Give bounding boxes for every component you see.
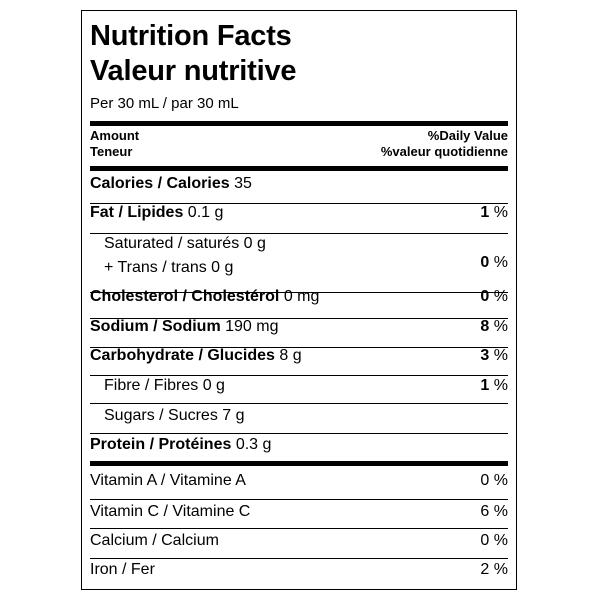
carbohydrate-percent-value: 3 xyxy=(480,347,490,364)
saturated-trans-percent-value: 0 xyxy=(480,254,490,271)
percent-sign: % xyxy=(493,318,508,335)
cholesterol-label: Cholesterol / Cholestérol xyxy=(90,288,280,305)
serving-size: Per 30 mL / par 30 mL xyxy=(90,95,239,112)
carbohydrate-row: Carbohydrate / Glucides 8 g xyxy=(90,347,508,365)
nutrition-facts-panel: Nutrition Facts Valeur nutritive Per 30 … xyxy=(81,10,517,590)
cholesterol-value: 0 mg xyxy=(283,288,320,305)
cholesterol-percent: 0 % xyxy=(480,288,508,306)
carbohydrate-percent: 3 % xyxy=(480,347,508,365)
calories-row: Calories / Calories 35 xyxy=(90,175,508,193)
calories-value: 35 xyxy=(234,175,252,192)
rule-thin xyxy=(90,558,508,559)
teneur-label: Teneur xyxy=(90,144,133,159)
daily-value-label: %Daily Value xyxy=(427,128,508,143)
vitamin-a-row: Vitamin A / Vitamine A xyxy=(90,472,508,490)
rule-thin xyxy=(90,528,508,529)
amount-label: Amount xyxy=(90,128,140,143)
rule-thin xyxy=(90,318,508,319)
sodium-value: 190 mg xyxy=(225,318,279,335)
protein-label: Protein / Protéines xyxy=(90,436,232,453)
sugars-row: Sugars / Sucres 7 g xyxy=(104,407,508,425)
saturated-label: Saturated / saturés 0 g xyxy=(104,235,266,252)
vitamin-c-percent: 6 % xyxy=(480,503,508,520)
protein-row: Protein / Protéines 0.3 g xyxy=(90,436,508,454)
trans-row: + Trans / trans 0 g xyxy=(104,259,508,277)
fibre-percent: 1 % xyxy=(480,377,508,395)
fat-percent-value: 1 xyxy=(480,204,490,221)
rule-thick xyxy=(90,166,508,171)
trans-label: + Trans / trans 0 g xyxy=(104,259,234,276)
rule-thin xyxy=(90,375,508,376)
calories-label: Calories / Calories xyxy=(90,175,230,192)
fibre-label: Fibre / Fibres 0 g xyxy=(104,377,225,394)
percent-sign: % xyxy=(493,254,508,271)
rule-thin xyxy=(90,433,508,434)
saturated-trans-percent: 0 % xyxy=(480,254,508,272)
percent-sign: % xyxy=(493,288,508,305)
cholesterol-row: Cholesterol / Cholestérol 0 mg xyxy=(90,288,508,306)
calcium-percent: 0 % xyxy=(480,532,508,549)
rule-thin xyxy=(90,403,508,404)
vitamin-c-row: Vitamin C / Vitamine C xyxy=(90,503,508,521)
sodium-percent: 8 % xyxy=(480,318,508,336)
rule-thick xyxy=(90,121,508,126)
fibre-row: Fibre / Fibres 0 g xyxy=(104,377,508,395)
vitamin-c-label: Vitamin C / Vitamine C xyxy=(90,503,251,520)
cholesterol-percent-value: 0 xyxy=(480,288,490,305)
rule-thin xyxy=(90,292,508,293)
iron-percent: 2 % xyxy=(480,561,508,578)
amount-header: Amount Teneur xyxy=(90,128,139,160)
iron-label: Iron / Fer xyxy=(90,561,155,578)
protein-value: 0.3 g xyxy=(235,436,272,453)
percent-sign: % xyxy=(493,204,508,221)
rule-thin xyxy=(90,233,508,234)
carbohydrate-value: 8 g xyxy=(279,347,302,364)
saturated-row: Saturated / saturés 0 g xyxy=(104,235,508,253)
carbohydrate-label: Carbohydrate / Glucides xyxy=(90,347,275,364)
fibre-percent-value: 1 xyxy=(480,377,490,394)
daily-value-header: %Daily Value %valeur quotidienne xyxy=(381,128,508,160)
fat-row: Fat / Lipides 0.1 g xyxy=(90,204,508,222)
rule-thin xyxy=(90,203,508,204)
sodium-row: Sodium / Sodium 190 mg xyxy=(90,318,508,336)
title-french: Valeur nutritive xyxy=(90,55,297,87)
title-english: Nutrition Facts xyxy=(90,20,292,52)
valeur-quotidienne-label: %valeur quotidienne xyxy=(380,144,508,159)
percent-sign: % xyxy=(493,347,508,364)
percent-sign: % xyxy=(493,377,508,394)
iron-row: Iron / Fer xyxy=(90,561,508,579)
calcium-row: Calcium / Calcium xyxy=(90,532,508,550)
fat-label: Fat / Lipides xyxy=(90,204,184,221)
sodium-percent-value: 8 xyxy=(480,318,490,335)
vitamin-a-label: Vitamin A / Vitamine A xyxy=(90,472,246,489)
rule-thin xyxy=(90,347,508,348)
rule-thin xyxy=(90,499,508,500)
calcium-label: Calcium / Calcium xyxy=(90,532,219,549)
rule-thick xyxy=(90,461,508,466)
sugars-label: Sugars / Sucres 7 g xyxy=(104,407,245,424)
fat-value: 0.1 g xyxy=(187,204,224,221)
vitamin-a-percent: 0 % xyxy=(480,472,508,489)
sodium-label: Sodium / Sodium xyxy=(90,318,221,335)
fat-percent: 1 % xyxy=(480,204,508,222)
